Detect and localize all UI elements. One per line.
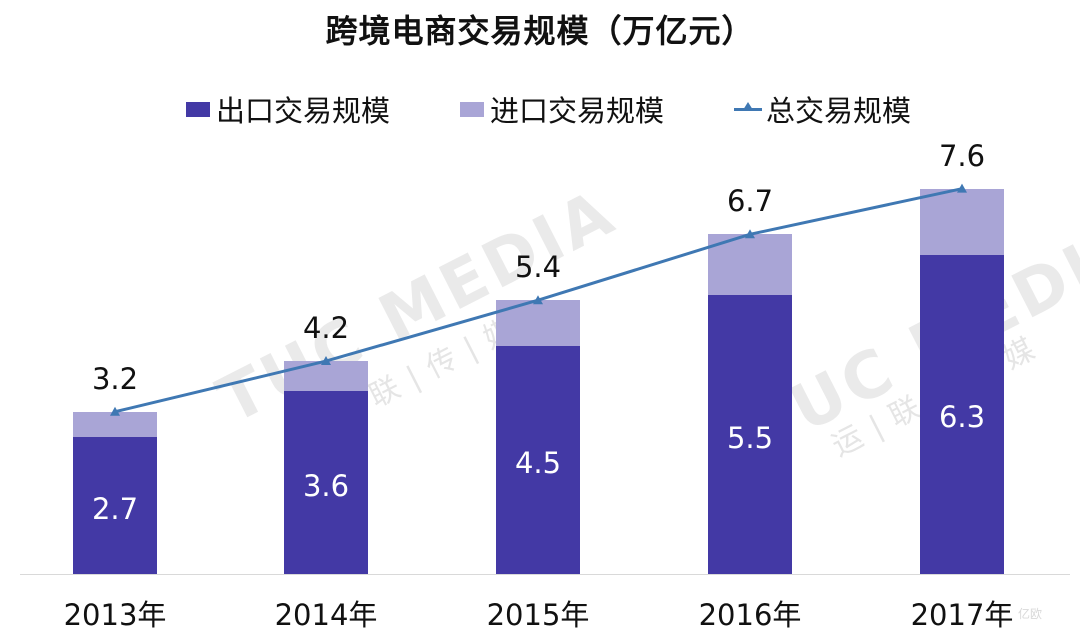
logo-mark: 亿欧 [1018,607,1043,621]
total-value-label: 7.6 [938,138,986,173]
export-value-label: 6.3 [938,400,986,435]
legend-item-export: 出口交易规模 [186,88,390,130]
legend: 出口交易规模 进口交易规模 总交易规模 [0,88,1080,128]
triangle-marker-icon [110,406,120,416]
legend-item-import: 进口交易规模 [460,88,664,130]
x-axis-tick-label: 2015年 [486,598,590,632]
export-value-label: 4.5 [514,445,562,480]
x-axis-tick-label: 2014年 [274,598,378,632]
total-value-label: 6.7 [726,184,774,219]
export-value-label: 3.6 [302,468,350,503]
export-value-label: 5.5 [726,420,774,455]
legend-label-total: 总交易规模 [766,94,912,128]
x-axis-tick-label: 2013年 [63,598,167,632]
bar-import [920,188,1004,255]
legend-label-import: 进口交易规模 [490,94,665,128]
import-swatch-icon [460,101,484,117]
x-axis-line [20,574,1070,575]
x-axis-tick-label: 2016年 [698,598,802,632]
legend-label-export: 出口交易规模 [216,94,391,128]
bar-export [496,345,580,574]
line-triangle-marker-icon [734,101,762,117]
export-swatch-icon [186,101,210,117]
bar-import [73,411,157,438]
bar-import [284,361,368,392]
triangle-marker-icon [957,183,967,193]
legend-item-total: 总交易规模 [734,88,911,130]
bar-export [708,295,792,574]
total-value-label: 4.2 [302,311,350,346]
total-value-label: 5.4 [514,250,562,285]
bar-export [920,254,1004,574]
triangle-marker-icon [745,229,755,239]
triangle-marker-icon [321,356,331,366]
bar-export [73,437,157,574]
bar-export [284,391,368,574]
x-axis-tick-label: 2017年 [910,598,1014,632]
chart-title: 跨境电商交易规模（万亿元） [325,12,755,50]
triangle-marker-icon [533,295,543,305]
total-value-label: 3.2 [91,361,139,396]
export-value-label: 2.7 [91,491,139,526]
